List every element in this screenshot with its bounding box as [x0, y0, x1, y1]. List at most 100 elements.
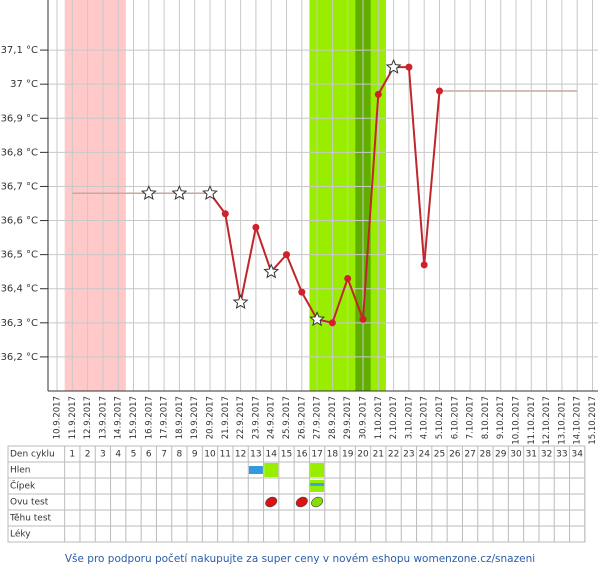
- cycle-day: 8: [177, 450, 183, 460]
- x-tick-label: 4.10.2017: [420, 396, 430, 439]
- x-tick-label: 25.9.2017: [282, 396, 292, 439]
- temp-point: [405, 63, 413, 71]
- x-tick-label: 18.9.2017: [175, 396, 185, 439]
- x-tick-label: 21.9.2017: [221, 396, 231, 439]
- temp-point: [374, 90, 382, 98]
- temp-segment: [346, 278, 364, 320]
- x-tick-label: 10.10.2017: [512, 396, 522, 445]
- cycle-day: 25: [434, 450, 445, 460]
- cycle-day: 23: [403, 450, 414, 460]
- cycle-day: 2: [85, 450, 91, 460]
- temp-segment: [362, 94, 380, 320]
- entry-mark: [248, 466, 263, 474]
- cycle-day: 32: [541, 450, 552, 460]
- temp-point-star: [171, 185, 188, 200]
- temp-point-star: [140, 185, 157, 200]
- temp-point: [359, 315, 367, 323]
- temp-point: [344, 275, 352, 282]
- table-row-label: Čípek: [10, 480, 36, 492]
- x-tick-label: 16.9.2017: [144, 396, 154, 439]
- entry-mark: [310, 463, 325, 477]
- cycle-day: 4: [115, 450, 121, 460]
- y-tick-label: 36,6 °C: [1, 216, 38, 227]
- cycle-day: 6: [146, 450, 152, 460]
- temp-point-star: [385, 58, 402, 74]
- cycle-day: 14: [265, 450, 277, 460]
- temp-segment: [224, 213, 242, 303]
- cycle-day: 5: [131, 450, 137, 460]
- x-tick-label: 27.9.2017: [313, 396, 323, 439]
- cycle-day: 27: [464, 450, 475, 460]
- x-tick-label: 23.9.2017: [251, 396, 261, 439]
- phase-band: [64, 0, 126, 391]
- temp-point: [283, 251, 290, 259]
- y-tick-label: 36,8 °C: [1, 147, 38, 158]
- cycle-day: 31: [526, 450, 537, 460]
- cycle-day: 33: [556, 450, 567, 460]
- footer: Vše pro podporu početí nakupujte za supe…: [65, 553, 535, 565]
- cycle-day: 30: [510, 450, 522, 460]
- entry-mark-stripe: [310, 483, 325, 486]
- table-row-label: Ovu test: [10, 498, 49, 508]
- temp-point: [420, 261, 428, 269]
- cycle-day: 11: [220, 450, 231, 460]
- cycle-day: 16: [296, 450, 308, 460]
- cycle-day: 26: [449, 450, 461, 460]
- cycle-day: 18: [327, 450, 339, 460]
- cycle-day: 10: [204, 450, 216, 460]
- table-row-label: Hlen: [10, 466, 31, 476]
- x-tick-label: 29.9.2017: [343, 396, 353, 439]
- x-tick-label: 11.10.2017: [527, 396, 537, 445]
- temp-point-star: [263, 263, 280, 279]
- x-tick-label: 3.10.2017: [404, 396, 414, 439]
- x-tick-label: 1.10.2017: [374, 396, 384, 439]
- cycle-day: 1: [69, 450, 75, 460]
- cycle-day: 24: [418, 450, 430, 460]
- x-tick-label: 13.10.2017: [557, 396, 567, 445]
- entry-mark: [265, 496, 278, 508]
- x-tick-label: 24.9.2017: [267, 396, 277, 439]
- table-row-label: Léky: [10, 529, 31, 540]
- temp-point-star: [202, 185, 218, 200]
- x-tick-label: 13.9.2017: [98, 396, 108, 439]
- temp-segment: [254, 227, 273, 273]
- cycle-day: 34: [571, 450, 583, 460]
- cycle-day: 28: [480, 450, 492, 460]
- y-tick-label: 36,4 °C: [1, 284, 38, 295]
- x-tick-label: 8.10.2017: [481, 396, 491, 439]
- x-tick-label: 26.9.2017: [297, 396, 307, 439]
- cycle-day: 19: [342, 450, 354, 460]
- temp-point-star: [232, 294, 249, 310]
- entry-mark: [295, 496, 308, 508]
- x-tick-label: 5.10.2017: [435, 396, 445, 439]
- x-tick-label: 15.9.2017: [129, 396, 139, 439]
- y-tick-label: 36,9 °C: [1, 113, 38, 124]
- cycle-day: 15: [281, 450, 292, 460]
- y-tick-label: 36,7 °C: [1, 181, 38, 192]
- x-tick-label: 28.9.2017: [328, 396, 338, 439]
- cycle-day: 3: [100, 450, 106, 460]
- y-tick-label: 36,5 °C: [1, 250, 38, 261]
- temp-point: [221, 210, 229, 218]
- x-tick-label: 17.9.2017: [160, 396, 170, 439]
- table-header: Den cyklu: [10, 450, 55, 460]
- x-tick-label: 15.10.2017: [588, 396, 598, 445]
- x-tick-label: 12.10.2017: [542, 396, 552, 445]
- temp-point-star: [309, 311, 326, 327]
- entry-mark: [311, 496, 324, 508]
- x-tick-label: 14.9.2017: [114, 396, 124, 439]
- cycle-day: 22: [388, 450, 399, 460]
- cycle-day: 13: [250, 450, 261, 460]
- x-tick-label: 14.10.2017: [573, 396, 583, 445]
- x-tick-label: 7.10.2017: [466, 396, 476, 439]
- x-tick-label: 22.9.2017: [236, 396, 246, 439]
- x-tick-label: 11.9.2017: [68, 396, 78, 439]
- x-tick-label: 2.10.2017: [389, 396, 399, 439]
- cycle-day: 9: [192, 450, 198, 460]
- x-tick-label: 6.10.2017: [450, 396, 460, 439]
- y-tick-label: 37 °C: [10, 79, 38, 90]
- cycle-day: 7: [161, 450, 167, 460]
- temp-segment: [285, 254, 303, 293]
